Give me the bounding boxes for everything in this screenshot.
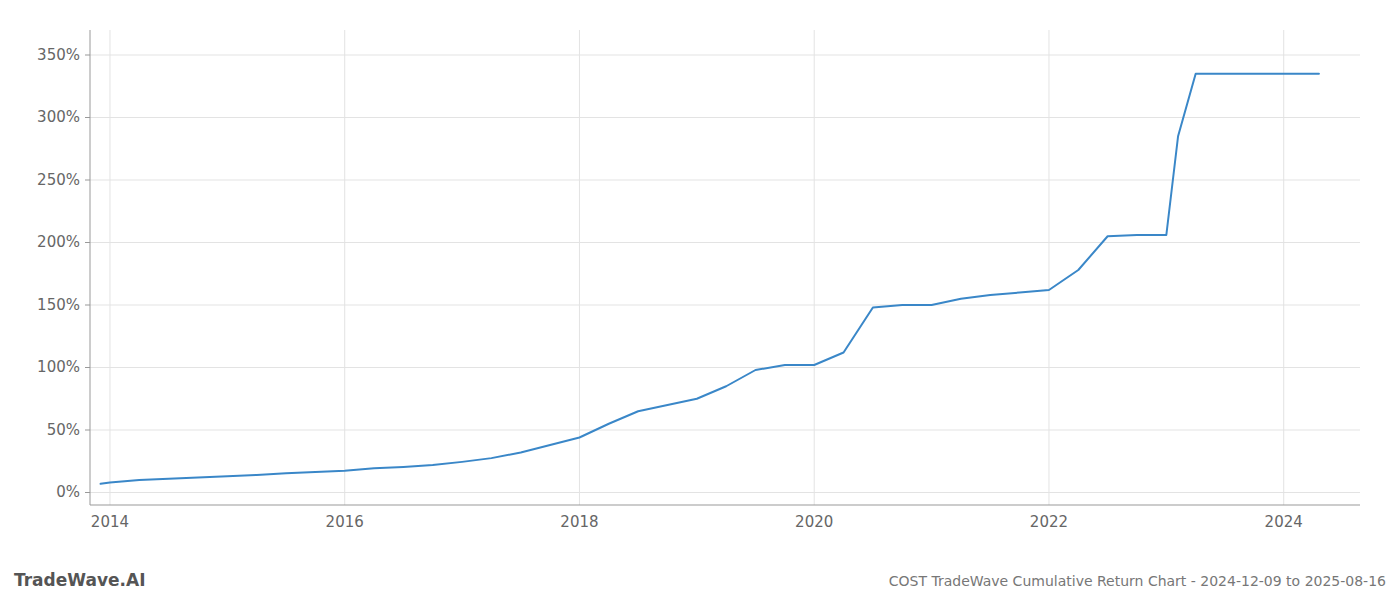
x-grid-line [1048,30,1049,505]
chart-container: 0% 50% 100% 150% 200% 250% 300% 350% 2014 2016 201… [0,0,1400,600]
x-tick-label: 2018 [560,513,598,531]
y-tick-label: 0% [56,483,80,501]
axes: 0% 50% 100% 150% 200% 250% 300% 350% 2014 2016 201… [37,30,1360,531]
y-tick-label: 100% [37,358,80,376]
y-tick-label: 150% [37,296,80,314]
y-grid-line [90,305,1360,306]
grid [90,30,1360,505]
y-grid-line [90,492,1360,493]
x-axis-line [90,505,1360,506]
y-tick [85,367,90,368]
chart-title: COST TradeWave Cumulative Return Chart -… [889,573,1386,589]
y-tick-label: 50% [47,421,80,439]
y-grid-line [90,180,1360,181]
plot-area [101,74,1319,484]
x-tick-label: 2016 [326,513,364,531]
y-tick-label: 250% [37,171,80,189]
x-grid-line [344,30,345,505]
x-tick-label: 2024 [1265,513,1303,531]
y-tick [85,117,90,118]
y-tick [85,305,90,306]
y-tick [85,55,90,56]
y-tick-label: 300% [37,108,80,126]
x-tick-label: 2014 [91,513,129,531]
background [0,0,1400,600]
x-grid-line [1283,30,1284,505]
y-axis-line [90,30,91,505]
y-tick-label: 200% [37,233,80,251]
x-grid-line [814,30,815,505]
y-grid-line [90,367,1360,368]
x-tick-label: 2022 [1030,513,1068,531]
page: {"chart_data": { "type": "line", "title"… [0,0,1400,600]
y-grid-line [90,117,1360,118]
y-tick [85,180,90,181]
x-grid-line [579,30,580,505]
y-grid-line [90,430,1360,431]
x-tick-label: 2020 [795,513,833,531]
y-tick [85,430,90,431]
y-grid-line [90,55,1360,56]
y-grid-line [90,242,1360,243]
y-tick-label: 350% [37,46,80,64]
chart-svg: 0% 50% 100% 150% 200% 250% 300% 350% 2014 2016 201… [0,0,1400,600]
data-line [101,74,1319,484]
y-tick [85,492,90,493]
y-tick [85,242,90,243]
watermark: TradeWave.AI [14,570,145,590]
x-grid-line [109,30,110,505]
